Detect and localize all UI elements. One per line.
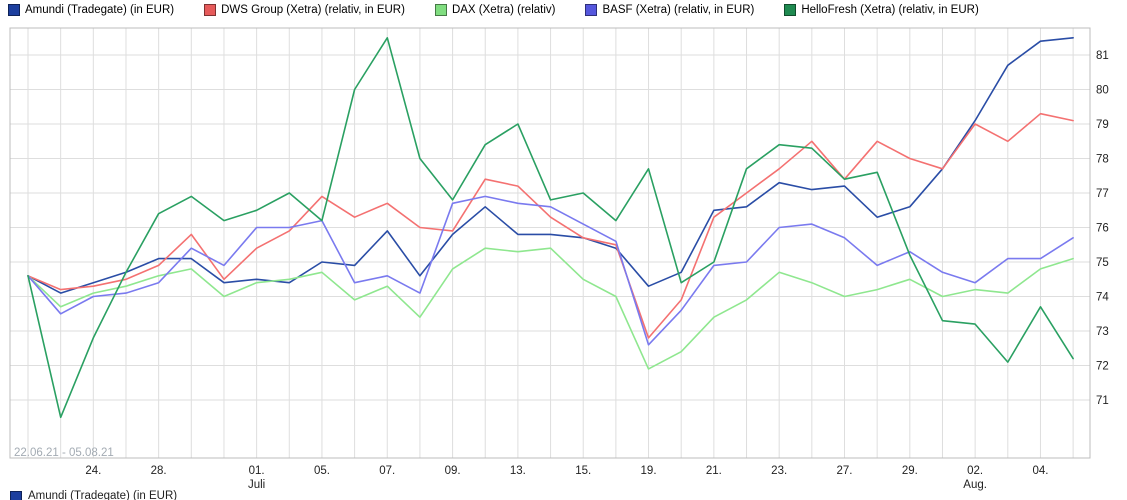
legend-label: DAX (Xetra) (relativ): [451, 4, 556, 16]
legend-item-1: Amundi (Tradegate) (in EUR): [8, 4, 174, 16]
grid-lines: [10, 28, 1090, 458]
x-axis-labels: 24. 28. 01. Juli 05. 07. 09. 13. 15. 19. 21. 23. 27.…: [85, 465, 1048, 491]
legend-item-3: DAX (Xetra) (relativ): [434, 4, 556, 16]
y-tick-label: 73: [1096, 326, 1109, 338]
y-tick-label: 76: [1096, 223, 1109, 235]
y-tick-label: 80: [1096, 85, 1109, 97]
y-tick-label: 77: [1096, 188, 1109, 200]
legend-item-4: BASF (Xetra) (relativ, in EUR): [585, 4, 754, 16]
legend-swatch-icon: [585, 4, 598, 16]
series-line-4: [27, 195, 1074, 346]
legend-label: BASF (Xetra) (relativ, in EUR): [602, 4, 755, 16]
x-tick-label: 23.: [771, 465, 787, 477]
chart-legend: Amundi (Tradegate) (in EUR) DWS Group (Xe…: [8, 4, 979, 16]
series-line-3: [27, 247, 1074, 370]
series-line-2: [27, 112, 1074, 339]
x-tick-month-label: Aug.: [963, 479, 987, 491]
legend-label: Amundi (Tradegate) (in EUR): [25, 4, 175, 16]
legend-item-5: HelloFresh (Xetra) (relativ, in EUR): [784, 4, 979, 16]
x-tick-label: 28.: [151, 465, 167, 477]
x-tick-label: 07.: [379, 465, 395, 477]
x-tick-label: 04.: [1032, 465, 1048, 477]
x-tick-label: 13.: [510, 465, 526, 477]
y-tick-label: 79: [1096, 119, 1109, 131]
plot-border: [9, 27, 1091, 459]
y-tick-label: 78: [1096, 154, 1109, 166]
x-tick-label: 15.: [575, 465, 591, 477]
legend-label: HelloFresh (Xetra) (relativ, in EUR): [801, 4, 979, 16]
y-axis-labels: 71 72 73 74 75 76 77 78 79 80 81: [1096, 50, 1109, 407]
legend-swatch-icon: [784, 4, 797, 16]
legend-item-2: DWS Group (Xetra) (relativ, in EUR): [204, 4, 405, 16]
x-tick-label: 24.: [85, 465, 101, 477]
x-tick-label: 01.: [249, 465, 265, 477]
x-tick-label: 27.: [837, 465, 853, 477]
y-tick-label: 71: [1096, 395, 1109, 407]
legend-swatch-icon: [204, 4, 217, 16]
legend-swatch-icon: [434, 4, 447, 16]
clipped-legend-swatch: [10, 491, 22, 500]
x-tick-label: 05.: [314, 465, 330, 477]
series-line-5: [27, 36, 1074, 419]
clipped-legend-fragment: Amundi (Tradegate) (in EUR): [10, 490, 177, 500]
x-tick-label: 29.: [902, 465, 918, 477]
x-tick-month-label: Juli: [248, 479, 265, 491]
x-tick-label: 19.: [641, 465, 657, 477]
date-range-label: 22.06.21 - 05.08.21: [14, 447, 114, 459]
legend-swatch-icon: [8, 4, 20, 16]
y-tick-label: 72: [1096, 361, 1109, 373]
y-tick-label: 74: [1096, 292, 1109, 304]
y-tick-label: 81: [1096, 50, 1109, 62]
legend-label: DWS Group (Xetra) (relativ, in EUR): [221, 4, 405, 16]
x-tick-label: 21.: [706, 465, 722, 477]
x-tick-label: 02.: [967, 465, 983, 477]
clipped-legend-label: Amundi (Tradegate) (in EUR): [28, 490, 178, 500]
series-line-1: [27, 36, 1074, 294]
x-tick-label: 09.: [445, 465, 461, 477]
y-tick-label: 75: [1096, 257, 1109, 269]
